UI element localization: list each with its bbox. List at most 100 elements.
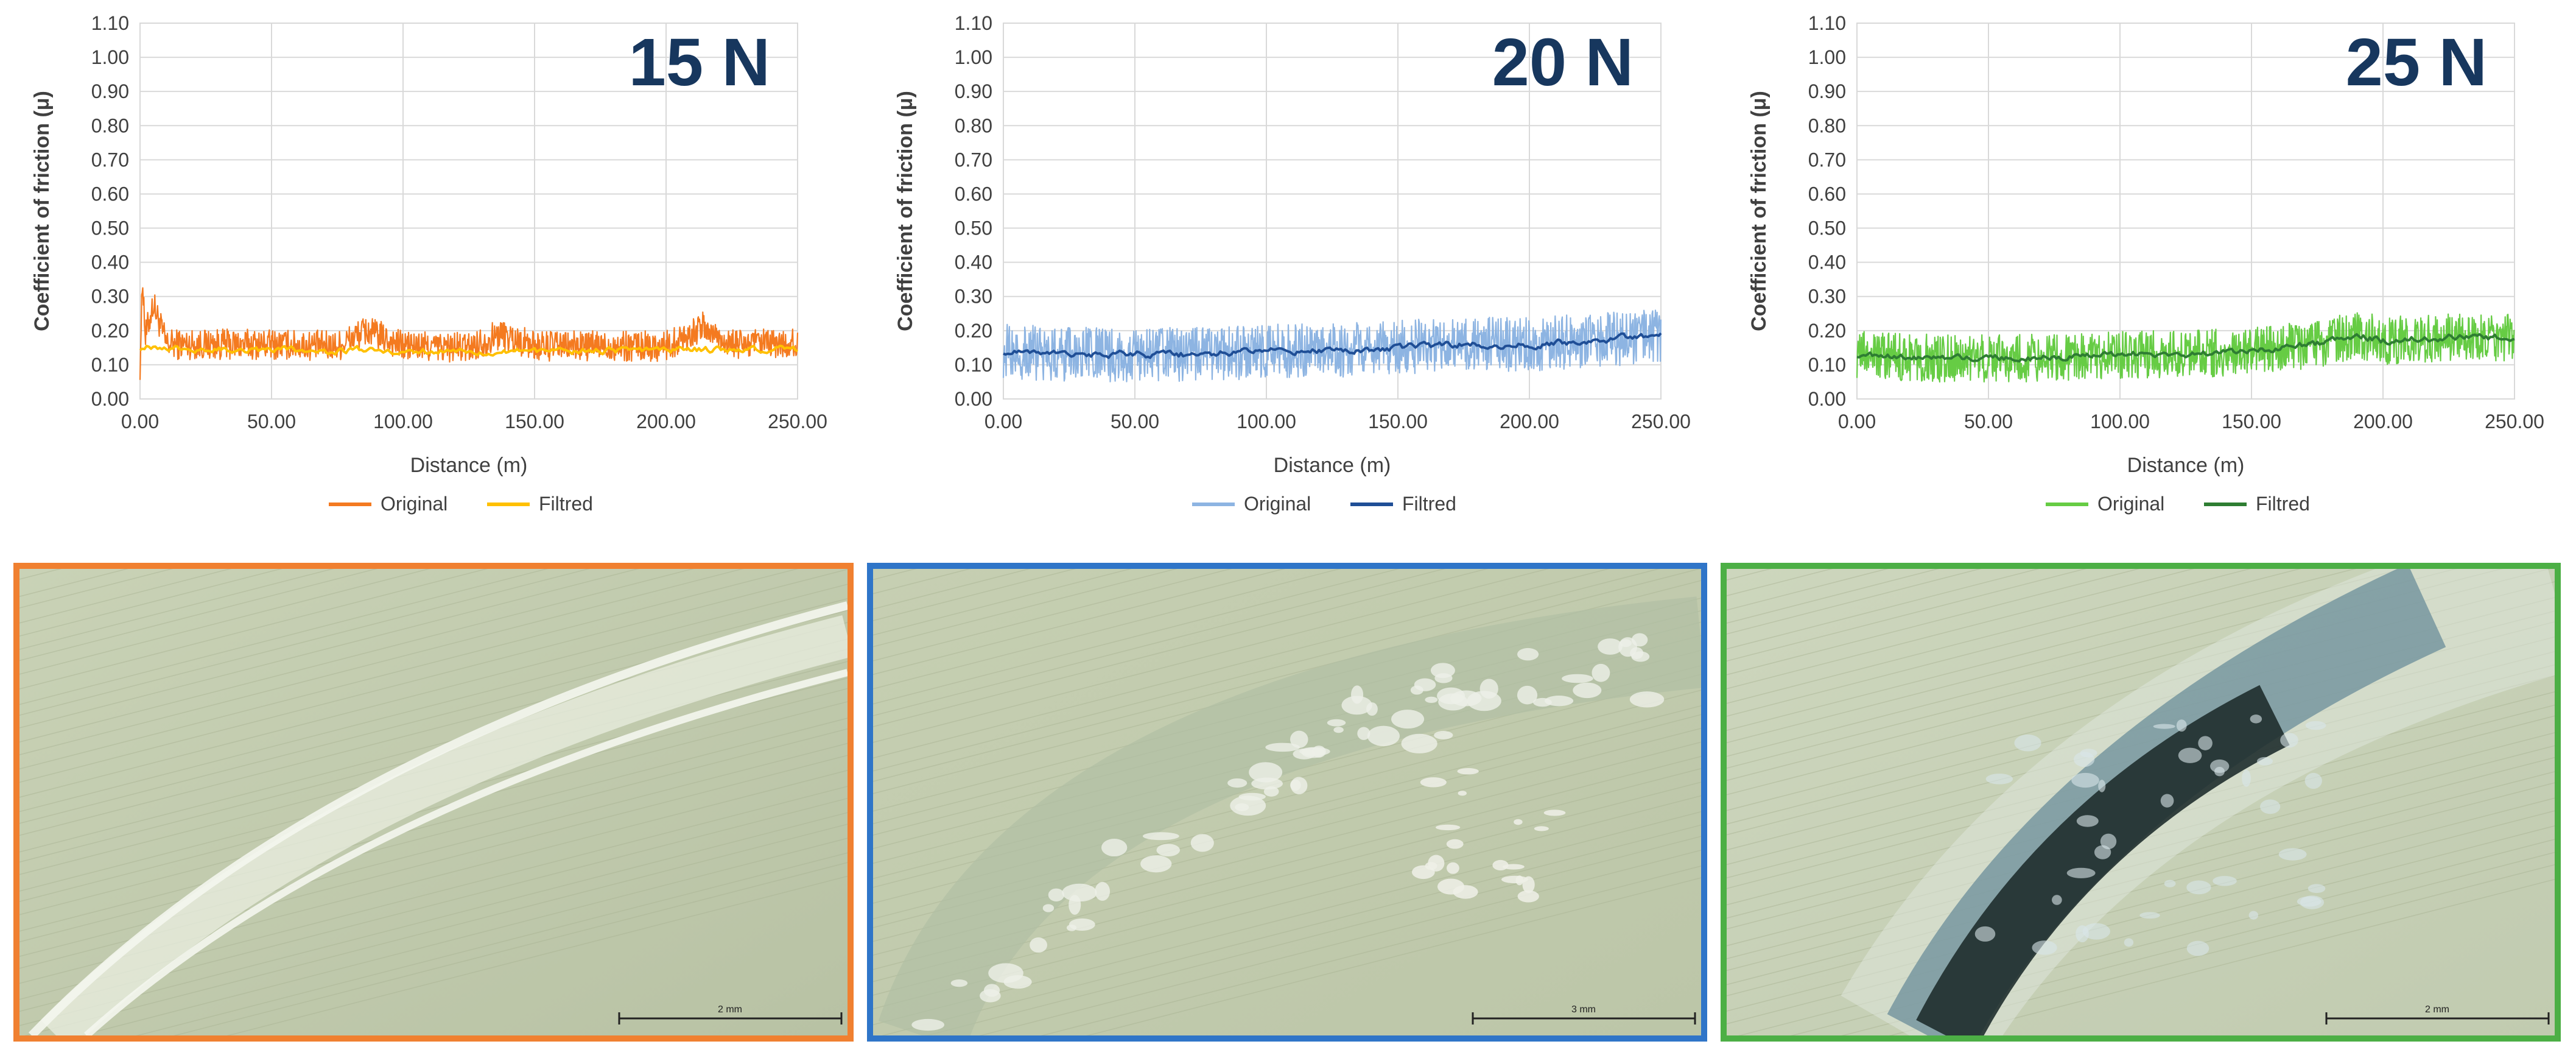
- surface-texture-line: [19, 755, 848, 969]
- load-label: 20 N: [1492, 25, 1634, 100]
- cof-chart-20n: 0.00 0.10 0.20 0.30 0.40 0.50 0.60 0.70 0.80 0.90…: [894, 12, 1691, 515]
- surface-texture-line: [19, 569, 799, 770]
- wear-debris: [911, 1018, 945, 1031]
- x-tick-label: 150.00: [1368, 411, 1428, 432]
- wear-debris: [2278, 848, 2307, 861]
- legend-label: Original: [381, 493, 447, 515]
- surface-texture-line: [19, 569, 694, 742]
- y-tick-label: 1.10: [91, 12, 129, 34]
- surface-texture-line: [1727, 569, 2404, 744]
- wear-debris: [1598, 638, 1623, 655]
- y-tick-label: 0.00: [91, 388, 129, 410]
- wear-debris: [1430, 663, 1455, 679]
- wear-debris: [2160, 794, 2174, 808]
- wear-debris: [1532, 697, 1552, 707]
- y-tick-label: 0.20: [1808, 320, 1846, 342]
- wear-debris: [2032, 940, 2057, 955]
- surface-texture-line: [1727, 569, 2194, 689]
- y-tick-label: 0.30: [955, 286, 992, 308]
- x-tick-label: 50.00: [247, 411, 296, 432]
- y-tick-label: 1.00: [955, 46, 992, 68]
- x-tick-label: 150.00: [505, 411, 564, 432]
- y-tick-label: 0.90: [1808, 80, 1846, 102]
- micrograph-image: 2 mm: [1727, 569, 2555, 1035]
- y-tick-label: 0.40: [91, 252, 129, 273]
- wear-debris: [1425, 696, 1438, 703]
- x-tick-label: 100.00: [2090, 411, 2150, 432]
- surface-texture-line: [1727, 569, 2356, 731]
- scale-bar-label: 3 mm: [1571, 1004, 1596, 1015]
- wear-track-micrograph-20n: 3 mm: [867, 563, 1707, 1042]
- wear-debris: [1573, 682, 1602, 699]
- y-tick-label: 1.00: [91, 46, 129, 68]
- wear-track-edge: [28, 601, 848, 1035]
- wear-debris: [1327, 719, 1346, 727]
- scale-bar-label: 2 mm: [2425, 1004, 2449, 1015]
- wear-debris: [1434, 731, 1453, 739]
- y-tick-label: 0.90: [91, 80, 129, 102]
- wear-debris: [1003, 975, 1032, 989]
- surface-texture-line: [19, 728, 848, 943]
- wear-debris: [1290, 730, 1308, 749]
- wear-debris: [2242, 769, 2251, 787]
- x-tick-label: 200.00: [636, 411, 696, 432]
- wear-debris: [1410, 685, 1423, 695]
- wear-debris: [980, 989, 1001, 1003]
- wear-debris: [2304, 772, 2322, 789]
- series-line-filtred: [1856, 333, 2515, 363]
- y-tick-label: 0.60: [955, 183, 992, 205]
- y-tick-label: 0.30: [1808, 286, 1846, 308]
- wear-debris: [2080, 749, 2097, 758]
- x-tick-label: 250.00: [1631, 411, 1691, 432]
- surface-texture-line: [1086, 877, 1701, 1035]
- wear-debris: [2176, 719, 2187, 732]
- y-tick-label: 0.70: [91, 149, 129, 171]
- wear-debris: [1101, 838, 1128, 857]
- wear-debris: [1631, 633, 1648, 647]
- wear-debris: [1367, 725, 1400, 747]
- wear-debris: [2076, 815, 2099, 827]
- surface-texture-line: [873, 569, 1232, 661]
- wear-debris: [2210, 759, 2230, 773]
- wear-debris: [1517, 890, 1539, 903]
- wear-debris: [1446, 839, 1464, 849]
- wear-debris: [1543, 809, 1566, 816]
- wear-debris: [1479, 679, 1498, 699]
- surface-texture-line: [1727, 569, 2139, 675]
- surface-texture-line: [19, 569, 377, 661]
- surface-texture-line: [925, 836, 1701, 1035]
- surface-texture-line: [1727, 569, 1939, 624]
- wear-debris: [1592, 663, 1610, 682]
- wear-debris: [1517, 647, 1539, 661]
- wear-debris: [2280, 733, 2298, 748]
- x-axis-title: Distance (m): [410, 454, 528, 477]
- surface-texture-line: [1727, 569, 1981, 635]
- cof-chart-25n: 0.00 0.10 0.20 0.30 0.40 0.50 0.60 0.70 0.80 0.90…: [1747, 12, 2544, 515]
- surface-texture-line: [978, 850, 1701, 1035]
- wear-debris: [1630, 647, 1644, 660]
- wear-debris: [1435, 824, 1461, 831]
- surface-texture-line: [19, 569, 334, 650]
- surface-texture-line: [873, 569, 1610, 759]
- series-line-filtred: [139, 344, 798, 357]
- wear-debris: [2066, 867, 2096, 878]
- wear-debris: [2124, 938, 2134, 947]
- wear-debris: [1357, 727, 1370, 740]
- wear-debris: [1457, 767, 1479, 775]
- surface-texture-line: [873, 569, 1031, 610]
- surface-texture-line: [873, 569, 1400, 705]
- legend-label: Original: [2097, 493, 2164, 515]
- wear-debris: [2186, 940, 2209, 956]
- y-tick-label: 0.80: [91, 115, 129, 136]
- wear-debris: [1438, 693, 1468, 711]
- surface-texture-line: [19, 569, 639, 728]
- wear-debris: [1066, 924, 1077, 931]
- y-tick-label: 0.60: [1808, 183, 1846, 205]
- wear-debris: [950, 979, 968, 987]
- wear-debris: [2076, 925, 2089, 943]
- wear-debris: [2082, 923, 2110, 940]
- y-tick-label: 0.70: [955, 149, 992, 171]
- wear-debris: [2052, 895, 2062, 905]
- surface-texture-line: [19, 569, 173, 608]
- x-tick-label: 50.00: [1111, 411, 1159, 432]
